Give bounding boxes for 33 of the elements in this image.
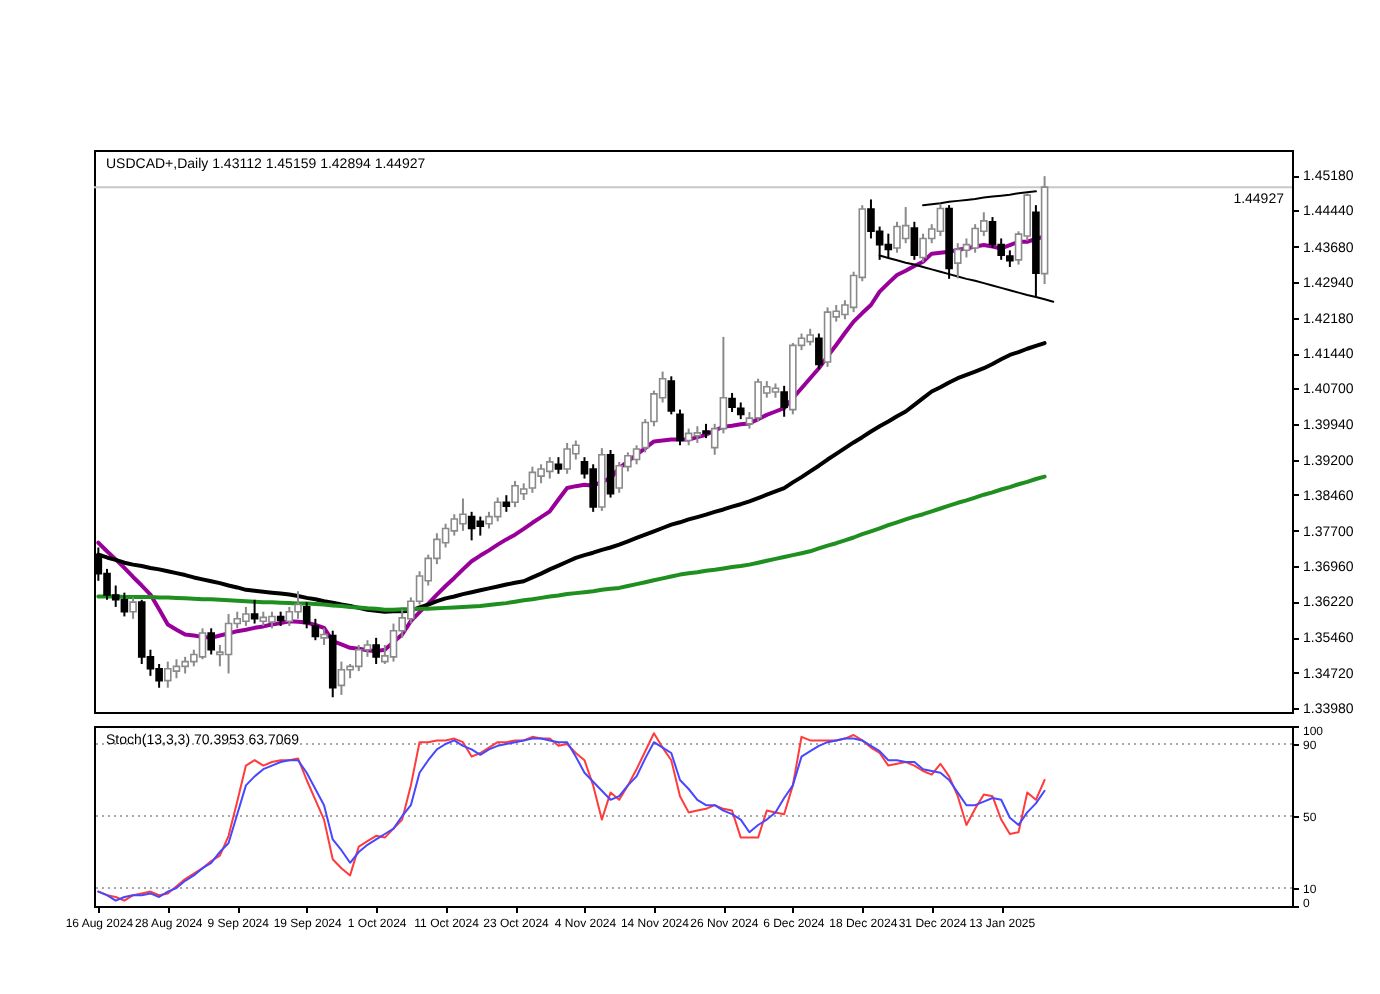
candlestick	[780, 384, 788, 418]
candlestick	[615, 460, 624, 494]
candlestick	[155, 662, 163, 689]
candlestick	[901, 206, 910, 245]
candlestick	[120, 591, 129, 618]
candlestick	[294, 590, 302, 620]
candlestick	[815, 332, 823, 371]
candlestick	[129, 596, 137, 620]
candlestick	[667, 375, 676, 416]
candlestick	[207, 627, 215, 656]
candlestick	[389, 622, 398, 663]
candlestick	[285, 605, 294, 627]
candlestick	[372, 636, 380, 665]
candlestick	[606, 449, 615, 499]
candlestick	[953, 242, 962, 280]
candlestick	[676, 408, 684, 447]
candlestick	[545, 456, 554, 480]
candlestick	[311, 617, 320, 642]
candlestick	[476, 515, 485, 537]
candlestick	[936, 202, 945, 238]
candlestick	[250, 598, 259, 625]
candlestick	[163, 660, 172, 689]
candlestick	[172, 658, 181, 680]
candlestick	[528, 465, 537, 494]
candlestick	[224, 613, 233, 675]
candlestick	[988, 216, 997, 249]
candlestick	[354, 643, 363, 673]
candlestick	[867, 198, 875, 240]
candlestick	[198, 627, 207, 661]
candlestick	[893, 220, 901, 254]
candlestick	[589, 463, 597, 513]
candlestick	[467, 510, 476, 542]
candlestick	[337, 660, 346, 696]
